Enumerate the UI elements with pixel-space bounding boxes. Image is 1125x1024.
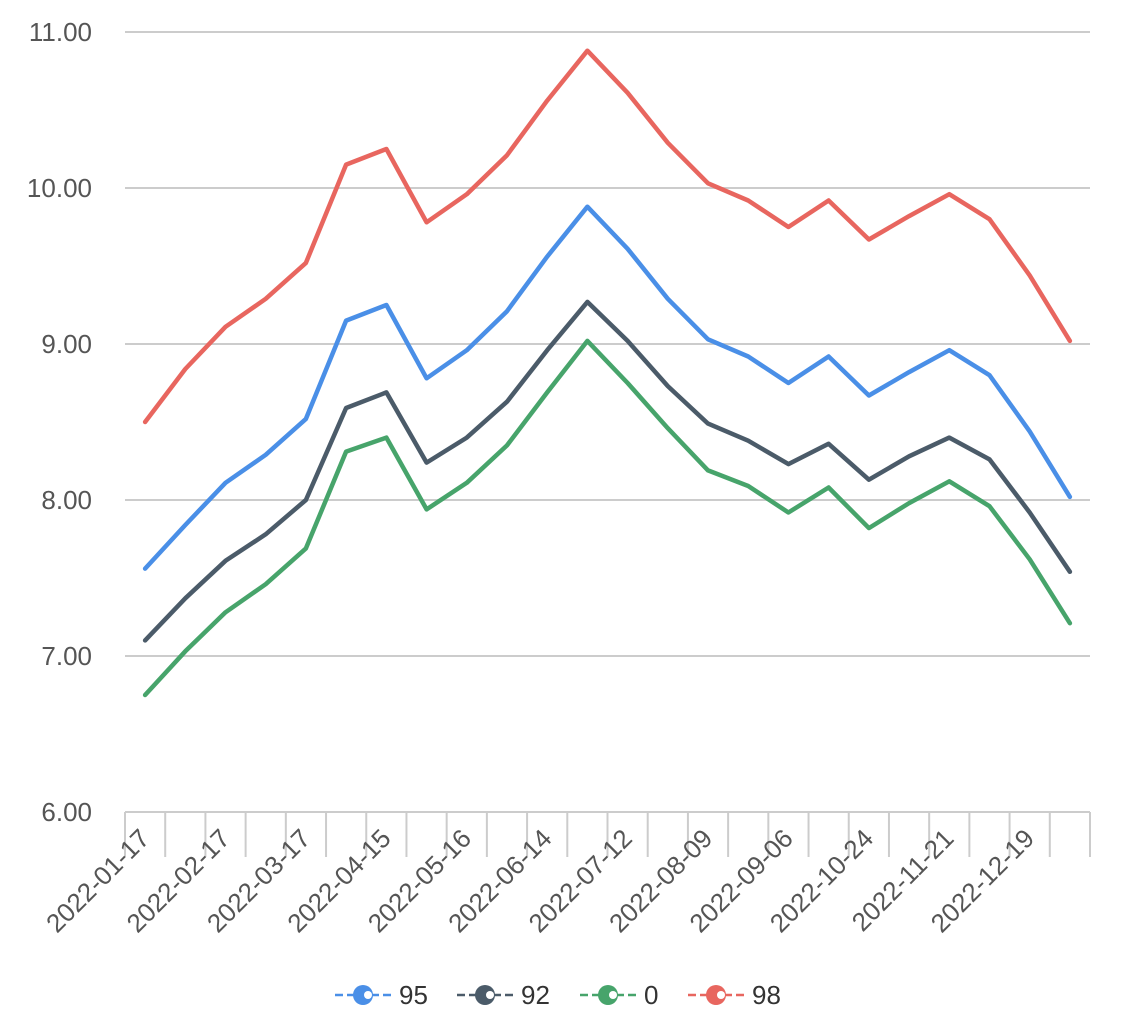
- series-line-98: [142, 48, 1073, 425]
- grid-lines: [125, 31, 1090, 657]
- legend-circle-marker-inner: [364, 991, 372, 999]
- legend: 95 92 0 98: [335, 980, 781, 1010]
- y-tick-label: 8.00: [41, 485, 92, 515]
- series-line-95: [142, 204, 1073, 571]
- legend-circle-marker-inner: [486, 991, 494, 999]
- y-tick-label: 9.00: [41, 329, 92, 359]
- legend-item-98[interactable]: 98: [688, 980, 781, 1010]
- series-line-0: [142, 338, 1073, 698]
- legend-circle-marker-inner: [717, 991, 725, 999]
- legend-item-95[interactable]: 95: [335, 980, 428, 1010]
- legend-label: 0: [644, 980, 658, 1010]
- legend-label: 95: [399, 980, 428, 1010]
- y-tick-label: 7.00: [41, 641, 92, 671]
- y-tick-label: 6.00: [41, 797, 92, 827]
- legend-circle-marker: [598, 985, 618, 1005]
- legend-label: 92: [521, 980, 550, 1010]
- y-tick-label: 10.00: [27, 173, 92, 203]
- y-axis: 6.00 7.00 8.00 9.00 10.00 11.00: [27, 17, 92, 827]
- legend-circle-marker: [706, 985, 726, 1005]
- legend-circle-marker-inner: [609, 991, 617, 999]
- legend-circle-marker: [475, 985, 495, 1005]
- legend-label: 98: [752, 980, 781, 1010]
- x-axis: 2022-01-172022-02-172022-03-172022-04-15…: [40, 811, 1091, 938]
- series-lines: [142, 48, 1073, 698]
- legend-circle-marker: [353, 985, 373, 1005]
- legend-item-0[interactable]: 0: [580, 980, 658, 1010]
- y-tick-label: 11.00: [29, 17, 92, 47]
- series-line-92: [142, 299, 1073, 643]
- legend-item-92[interactable]: 92: [457, 980, 550, 1010]
